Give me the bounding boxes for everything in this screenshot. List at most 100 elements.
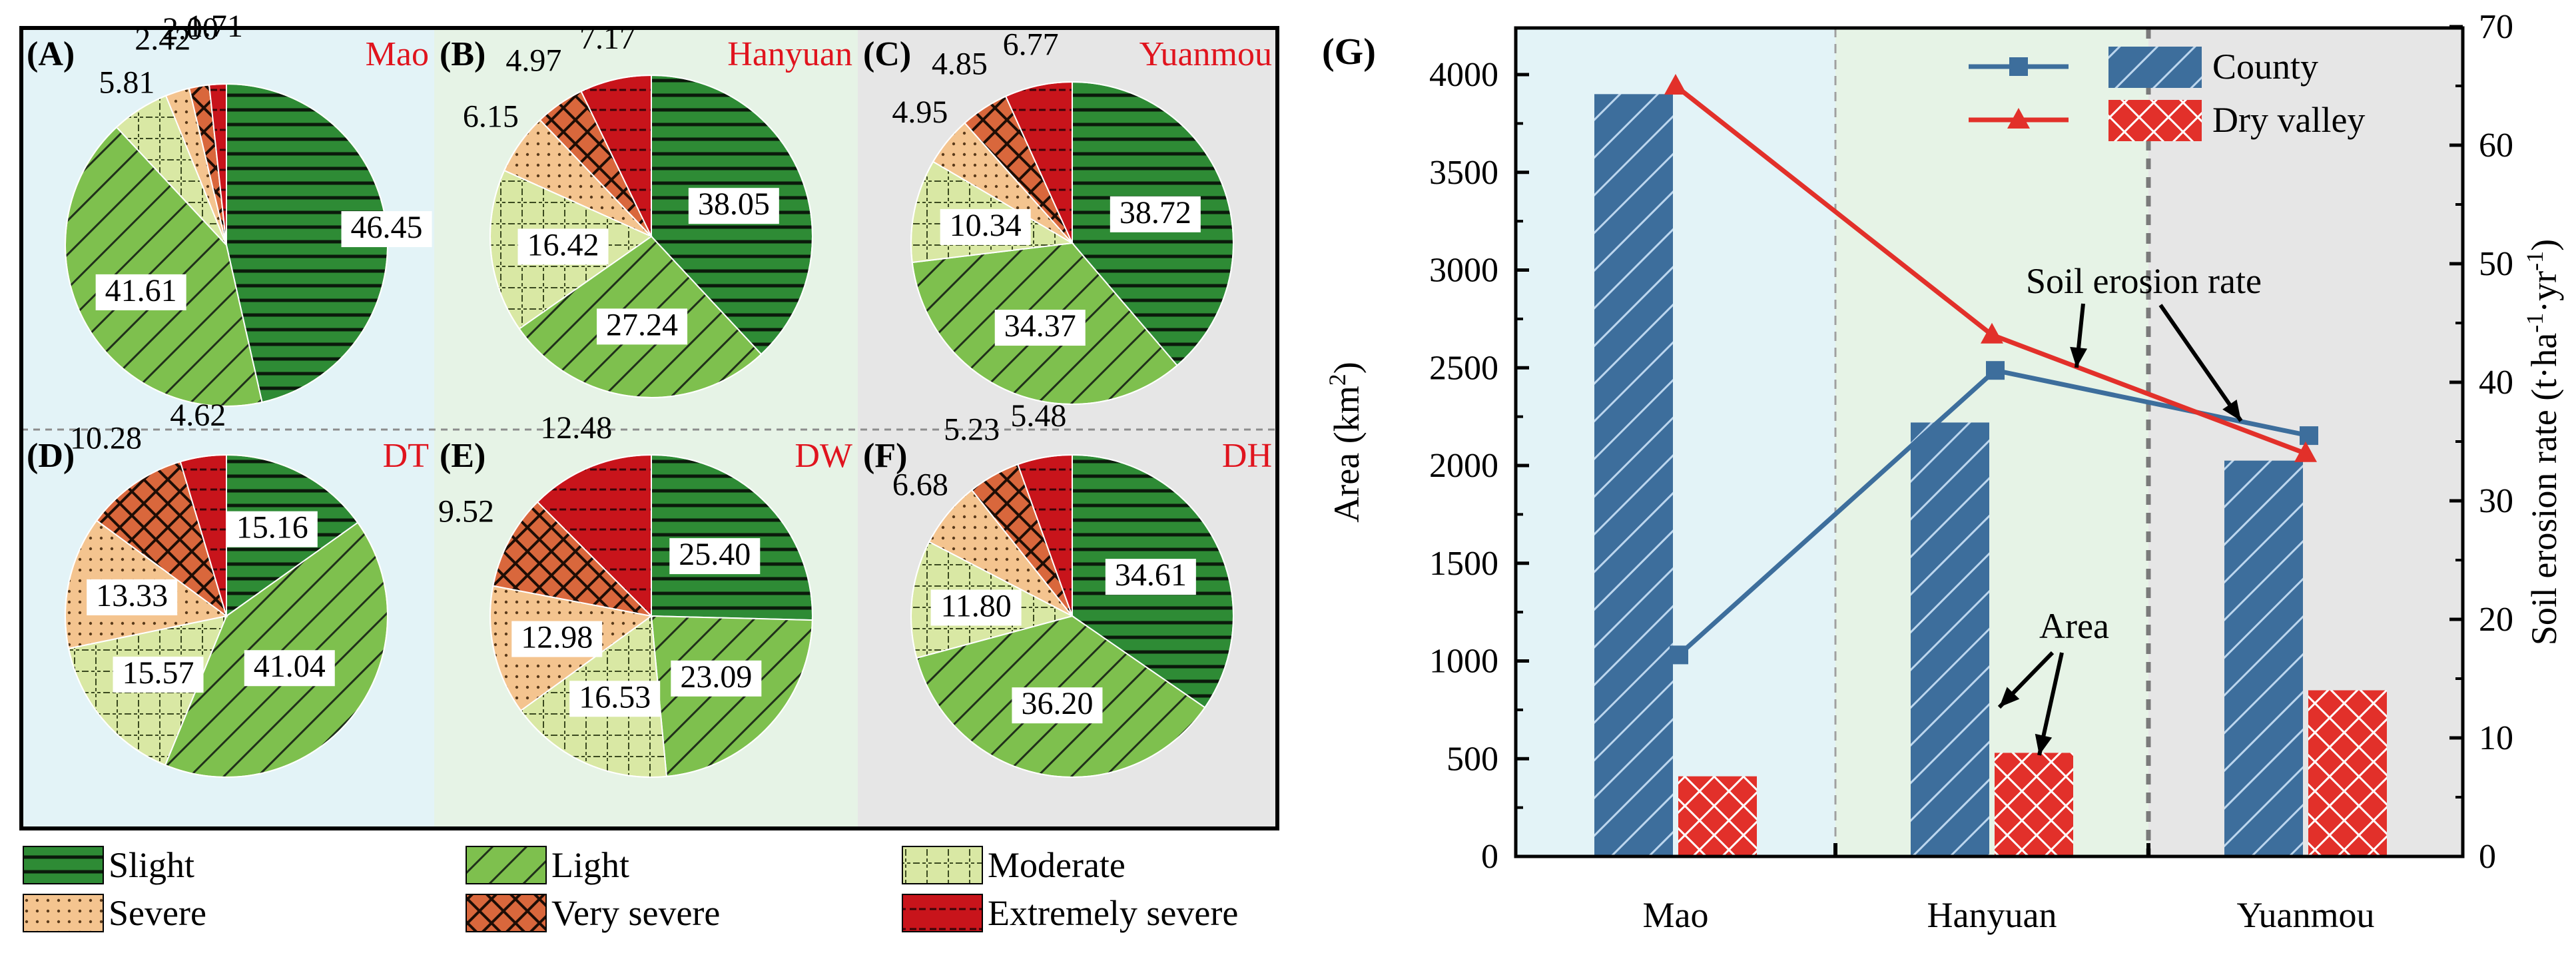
pie-value-label: 11.80: [941, 588, 1012, 623]
legend-item-extremely-severe: Extremely severe: [902, 893, 1238, 933]
pie-title: DT: [383, 437, 429, 475]
y2-tick-label: 40: [2479, 364, 2513, 402]
pie-outline: [489, 454, 813, 778]
g-legend-dry-valley: Dry valley: [1969, 100, 2365, 141]
pie-value-label: 16.53: [579, 679, 651, 715]
pie-value-label: 6.77: [1003, 27, 1059, 62]
pie-value-label: 15.16: [236, 510, 308, 545]
legend-item-moderate: Moderate: [902, 845, 1126, 885]
y2-tick-label: 60: [2479, 127, 2513, 164]
pie-value-label: 6.15: [463, 99, 519, 135]
y-tick-label: 1000: [1429, 643, 1498, 681]
chart-g: 0 500 1000 1500 2000 2500 3000 3500 4000 0 10 20 30 4…: [1322, 8, 2564, 935]
pie-value-label: 4.97: [505, 43, 561, 79]
pie-value-label: 41.61: [105, 273, 177, 308]
annotation-area: Area: [2039, 606, 2109, 646]
g-legend: County Dry valley: [1969, 47, 2365, 141]
pie-value-label-box: [940, 208, 1031, 245]
marker-county-hanyuan: [1986, 361, 2005, 380]
marker-county-mao: [1670, 645, 1688, 665]
y-tick-label: 3000: [1429, 252, 1498, 290]
legend-item-light: Light: [466, 845, 629, 885]
y2-tick-label: 50: [2479, 245, 2513, 283]
y2-axis-title-s2: -1: [2521, 251, 2548, 271]
arrow-area-1: [1997, 651, 2055, 709]
y2-tick-label: 20: [2479, 601, 2513, 639]
legend-swatch: [902, 846, 983, 884]
bar-county-yuanmou: [2224, 460, 2303, 856]
pie-value-label: 34.61: [1115, 557, 1187, 593]
legend-label: Light: [551, 845, 629, 885]
pie-value-label-box: [569, 681, 661, 717]
arrow-area-2: [2035, 652, 2064, 756]
pie-mao: 46.45 41.61 5.81 2.422.001.71 (A) Mao: [27, 9, 432, 407]
pie-value-label: 4.95: [892, 95, 948, 130]
g-lines: [1664, 74, 2318, 665]
y-axis-title: Area (km2): [1324, 362, 1367, 522]
pie-value-label: 15.57: [123, 655, 194, 691]
pie-value-label-box: [1105, 559, 1196, 595]
pie-value-label-box: [517, 228, 609, 265]
pie-value-label: 16.42: [527, 228, 599, 263]
y2-tick-label: 10: [2479, 719, 2513, 757]
bar-dry-valley-mao: [1678, 776, 1757, 856]
bar-county-hanyuan: [1911, 422, 1989, 856]
pie-outline: [65, 454, 388, 778]
g-legend-swatch: [2108, 47, 2202, 88]
y2-axis-title-c: ): [2524, 239, 2564, 251]
g-legend-swatch: [2108, 100, 2202, 141]
bar-dry-valley-hanyuan: [1995, 753, 2073, 856]
y2-axis-title-a: Soil erosion rate (t·ha: [2524, 333, 2564, 645]
y2-axis-title: Soil erosion rate (t·ha-1·yr-1): [2521, 239, 2564, 645]
legend-label: Extremely severe: [988, 893, 1238, 933]
y2-tick-label: 70: [2479, 8, 2513, 46]
g-legend-label: County: [2212, 47, 2318, 87]
pie-value-label-box: [341, 211, 432, 248]
bar-county-mao: [1594, 94, 1673, 857]
pie-value-label: 38.72: [1120, 195, 1191, 230]
marker-dry-valley-hanyuan: [1981, 322, 2003, 344]
pie-value-label: 5.48: [1010, 398, 1066, 434]
legend-swatch: [23, 894, 104, 932]
panel-label-g: (G): [1322, 31, 1376, 73]
pie-value-label-box: [95, 274, 186, 310]
pie-value-label: 10.34: [950, 208, 1022, 243]
pie-value-label: 2.00: [162, 11, 218, 47]
legend-label: Very severe: [551, 893, 720, 933]
pie-panels: 46.45 41.61 5.81 2.422.001.71 (A) Mao 38.05 27.…: [19, 9, 1279, 830]
legend-label: Severe: [109, 893, 206, 933]
pie-outline: [489, 75, 813, 398]
panel-label: (F): [863, 437, 907, 475]
pie-dt: 15.16 41.04 15.57 13.33 10.28 4.62 (D) DT: [27, 398, 429, 778]
legend-item-severe: Severe: [23, 893, 206, 933]
pie-value-label: 25.40: [679, 537, 751, 572]
pie-value-label: 4.85: [932, 47, 988, 82]
pie-value-label-box: [994, 310, 1086, 346]
pie-value-label: 5.23: [944, 412, 1000, 447]
legend-item-very-severe: Very severe: [466, 893, 720, 933]
y-tick-label: 1500: [1429, 545, 1498, 583]
y-tick-label: 500: [1447, 740, 1498, 778]
marker-dry-valley-yuanmou: [2294, 441, 2317, 462]
pie-value-label: 13.33: [96, 578, 168, 613]
g-bg-hanyuan: [1835, 28, 2148, 856]
g-annotations: Soil erosion rate Area: [1997, 261, 2262, 756]
bar-dry-valley-yuanmou: [2308, 690, 2387, 856]
y2-axis-title-s1: -1: [2521, 313, 2548, 333]
legend-swatch: [466, 846, 547, 884]
pie-value-label: 36.20: [1021, 686, 1093, 721]
pie-value-label-box: [244, 650, 335, 687]
pie-value-label: 10.28: [70, 421, 142, 456]
pie-value-label-box: [511, 621, 603, 657]
pies: 46.45 41.61 5.81 2.422.001.71 (A) Mao 38.05 27.…: [27, 9, 1272, 778]
arrow-soil-erosion-1: [2070, 303, 2088, 368]
pie-value-label: 46.45: [350, 210, 422, 245]
y2-tick-label: 0: [2479, 838, 2496, 876]
pie-value-label: 23.09: [680, 659, 752, 695]
pie-value-label-box: [1012, 687, 1103, 724]
y-axis-title-sup: 2: [1324, 374, 1351, 386]
g-bars: [1594, 94, 2387, 857]
pie-value-label: 12.48: [540, 410, 612, 446]
pie-value-label: 38.05: [698, 186, 770, 222]
